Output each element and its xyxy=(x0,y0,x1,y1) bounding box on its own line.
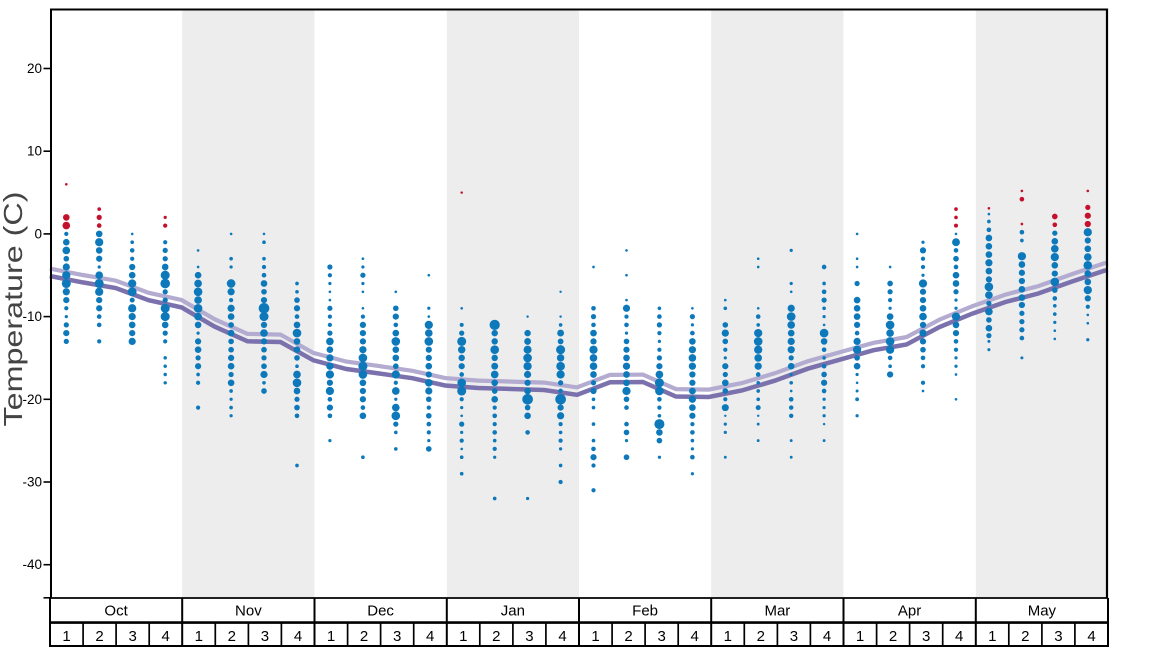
svg-text:4: 4 xyxy=(162,628,170,645)
svg-text:4: 4 xyxy=(955,628,963,645)
svg-text:Jan: Jan xyxy=(501,603,525,620)
svg-text:Temperature (C): Temperature (C) xyxy=(0,191,28,426)
svg-text:2: 2 xyxy=(360,628,368,645)
svg-text:3: 3 xyxy=(1054,628,1062,645)
svg-text:1: 1 xyxy=(856,628,864,645)
svg-text:3: 3 xyxy=(261,628,269,645)
svg-text:4: 4 xyxy=(1087,628,1095,645)
svg-text:1: 1 xyxy=(591,628,599,645)
svg-text:Oct: Oct xyxy=(104,603,128,620)
svg-text:2: 2 xyxy=(624,628,632,645)
svg-text:3: 3 xyxy=(922,628,930,645)
svg-text:-30: -30 xyxy=(22,475,42,490)
svg-text:1: 1 xyxy=(327,628,335,645)
svg-text:10: 10 xyxy=(27,144,42,159)
svg-text:2: 2 xyxy=(492,628,500,645)
svg-text:3: 3 xyxy=(129,628,137,645)
svg-text:Feb: Feb xyxy=(632,603,658,620)
svg-text:Nov: Nov xyxy=(235,603,262,620)
svg-text:Apr: Apr xyxy=(898,603,921,620)
svg-text:1: 1 xyxy=(724,628,732,645)
svg-text:4: 4 xyxy=(294,628,302,645)
svg-text:May: May xyxy=(1028,603,1057,620)
svg-text:-40: -40 xyxy=(22,557,42,572)
svg-text:3: 3 xyxy=(658,628,666,645)
svg-text:3: 3 xyxy=(393,628,401,645)
svg-text:4: 4 xyxy=(823,628,831,645)
svg-text:-20: -20 xyxy=(22,392,42,407)
svg-text:4: 4 xyxy=(691,628,699,645)
svg-text:2: 2 xyxy=(757,628,765,645)
svg-text:-10: -10 xyxy=(22,309,42,324)
svg-text:Mar: Mar xyxy=(764,603,790,620)
svg-text:2: 2 xyxy=(1021,628,1029,645)
svg-text:1: 1 xyxy=(988,628,996,645)
svg-text:Dec: Dec xyxy=(367,603,394,620)
svg-text:0: 0 xyxy=(34,226,42,241)
svg-text:1: 1 xyxy=(195,628,203,645)
svg-text:2: 2 xyxy=(228,628,236,645)
svg-text:1: 1 xyxy=(62,628,70,645)
svg-text:20: 20 xyxy=(27,61,42,76)
svg-text:1: 1 xyxy=(459,628,467,645)
svg-text:4: 4 xyxy=(558,628,566,645)
svg-text:3: 3 xyxy=(790,628,798,645)
svg-text:2: 2 xyxy=(889,628,897,645)
svg-text:2: 2 xyxy=(95,628,103,645)
svg-text:3: 3 xyxy=(525,628,533,645)
svg-text:4: 4 xyxy=(426,628,434,645)
